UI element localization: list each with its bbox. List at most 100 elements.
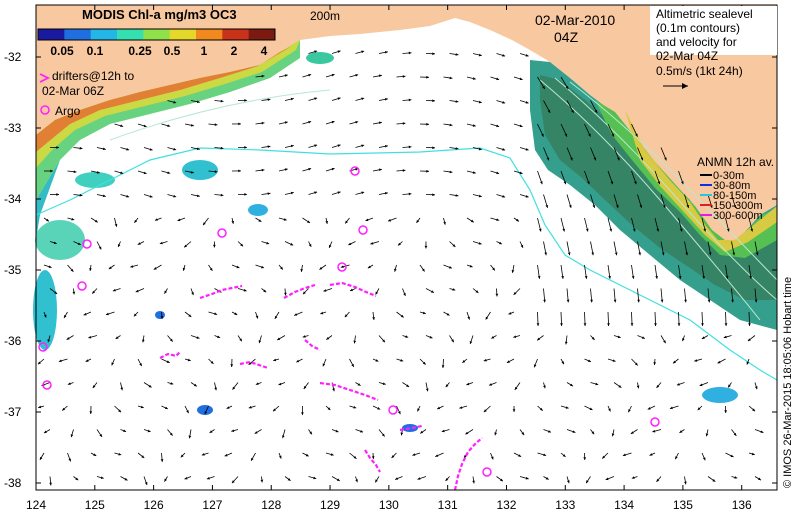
colorbar-tick-label: 2	[231, 44, 238, 58]
velocity-arrow	[184, 170, 194, 174]
velocity-arrow	[184, 358, 191, 362]
colorbar-tick-label: 0.1	[87, 44, 104, 58]
velocity-arrow	[512, 405, 516, 413]
velocity-arrow	[278, 264, 284, 270]
velocity-arrow	[490, 452, 494, 460]
velocity-arrow	[637, 194, 643, 209]
velocity-arrow	[613, 288, 617, 303]
velocity-arrow	[466, 382, 474, 386]
colorbar-segment	[64, 29, 92, 40]
velocity-arrow	[543, 194, 549, 209]
velocity-arrow	[278, 217, 287, 221]
velocity-arrow	[564, 335, 568, 345]
velocity-arrow	[325, 120, 335, 125]
velocity-arrow	[255, 168, 265, 172]
velocity-arrow	[584, 264, 588, 279]
velocity-arrow	[231, 122, 242, 126]
velocity-arrow	[537, 123, 544, 137]
velocity-arrow	[73, 146, 83, 150]
velocity-arrow	[237, 99, 248, 102]
velocity-arrow	[237, 193, 248, 196]
velocity-arrow	[114, 123, 124, 128]
x-axis: 124 125 126 127 128 129 130 131 132 133 134 135 136	[26, 5, 752, 512]
velocity-arrow	[161, 405, 169, 410]
velocity-arrow	[349, 358, 355, 368]
velocity-arrow	[437, 405, 444, 410]
velocity-arrow	[543, 429, 552, 433]
velocity-arrow	[731, 429, 737, 437]
velocity-arrow	[678, 217, 683, 232]
velocity-arrow	[111, 358, 115, 366]
velocity-arrow	[445, 382, 450, 388]
velocity-arrow	[396, 75, 406, 78]
velocity-arrow	[70, 429, 74, 438]
velocity-arrow	[560, 217, 566, 232]
velocity-arrow	[112, 288, 121, 292]
velocity-arrow	[378, 382, 386, 385]
argo-float-marker	[77, 281, 87, 291]
velocity-arrow	[308, 429, 313, 435]
velocity-arrow	[378, 97, 388, 101]
velocity-arrow	[202, 217, 209, 226]
y-tick-label: -37	[4, 405, 22, 419]
velocity-arrow	[496, 100, 506, 104]
anmn-legend: ANMN 12h av. 0-30m30-80m80-150m150-300m3…	[697, 155, 774, 222]
velocity-arrow	[419, 75, 430, 79]
velocity-arrow	[396, 405, 401, 415]
velocity-arrow	[654, 264, 658, 279]
velocity-arrow	[754, 429, 764, 433]
velocity-arrow	[443, 170, 453, 174]
velocity-arrow	[419, 264, 425, 272]
colorbar-tick-label: 0.25	[128, 44, 152, 58]
velocity-arrow	[566, 100, 574, 114]
sealevel-contours	[109, 77, 778, 321]
velocity-arrow	[184, 123, 194, 127]
colorbar-tick-label: 0.5	[164, 44, 181, 58]
velocity-arrow	[201, 452, 209, 456]
velocity-arrow	[190, 100, 200, 104]
velocity-arrow	[496, 194, 506, 198]
velocity-arrow	[274, 311, 280, 320]
velocity-arrow	[459, 405, 468, 409]
velocity-arrow	[425, 146, 436, 150]
velocity-arrow	[273, 358, 280, 362]
velocity-arrow	[154, 217, 162, 221]
colorbar-border	[37, 28, 276, 41]
argo-float-marker	[82, 239, 92, 249]
velocity-arrow	[754, 288, 758, 303]
velocity-arrow	[137, 405, 144, 409]
land	[36, 5, 777, 245]
velocity-arrow	[237, 335, 243, 342]
velocity-arrow	[91, 288, 98, 294]
velocity-arrow	[230, 358, 234, 368]
velocity-arrow	[584, 170, 590, 185]
velocity-vectors	[37, 50, 764, 486]
velocity-arrow	[449, 194, 459, 197]
velocity-arrow	[566, 476, 570, 484]
velocity-arrow	[466, 311, 470, 320]
velocity-arrow	[637, 288, 640, 303]
velocity-arrow	[508, 311, 515, 315]
velocity-arrow	[190, 382, 198, 387]
chlorophyll-patches	[33, 52, 738, 432]
velocity-arrow	[115, 335, 121, 340]
velocity-arrow	[419, 169, 430, 173]
velocity-arrow	[637, 241, 642, 256]
argo-float-marker	[350, 166, 360, 176]
velocity-arrow	[96, 241, 102, 250]
velocity-arrow	[49, 241, 57, 245]
velocity-arrow	[37, 358, 45, 365]
colorbar-segment	[222, 29, 250, 40]
y-tick-label: -35	[4, 263, 22, 277]
velocity-arrow	[353, 335, 357, 344]
velocity-arrow	[214, 335, 221, 339]
velocity-arrow	[372, 405, 381, 410]
x-tick-label: 125	[85, 498, 105, 512]
altimetry-line-4: 02-Mar 04Z	[656, 49, 718, 63]
velocity-arrow	[607, 264, 611, 279]
velocity-arrow	[566, 241, 571, 256]
velocity-arrow	[654, 311, 657, 327]
velocity-arrow	[153, 264, 162, 270]
velocity-arrow	[349, 121, 359, 125]
colorbar-title: MODIS Chl-a mg/m3 OC3	[82, 7, 237, 22]
